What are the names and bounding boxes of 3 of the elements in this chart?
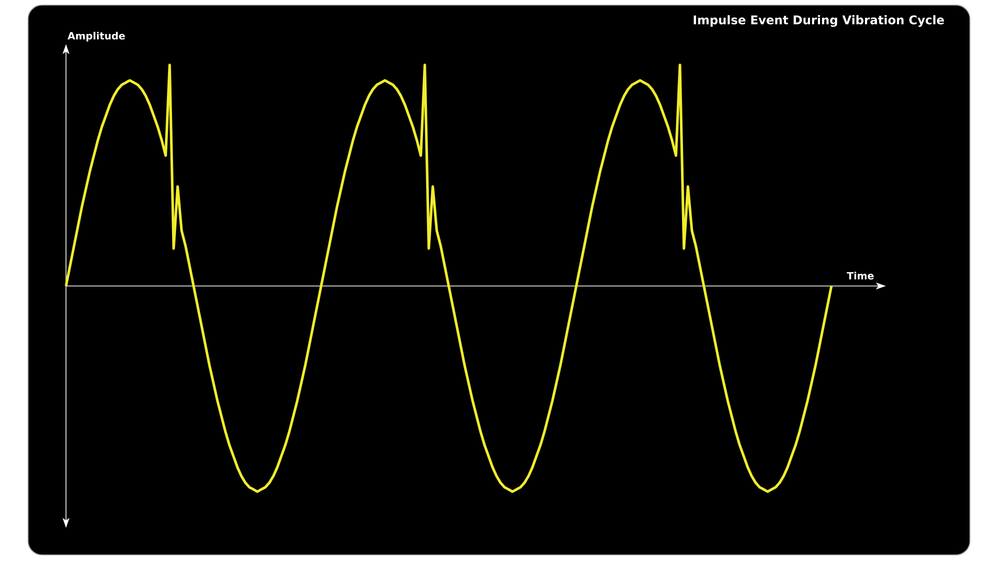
x-axis-title: Time bbox=[846, 272, 874, 280]
chart-title: Impulse Event During Vibration Cycle bbox=[694, 15, 944, 27]
y-axis-title: Amplitude bbox=[68, 32, 125, 42]
